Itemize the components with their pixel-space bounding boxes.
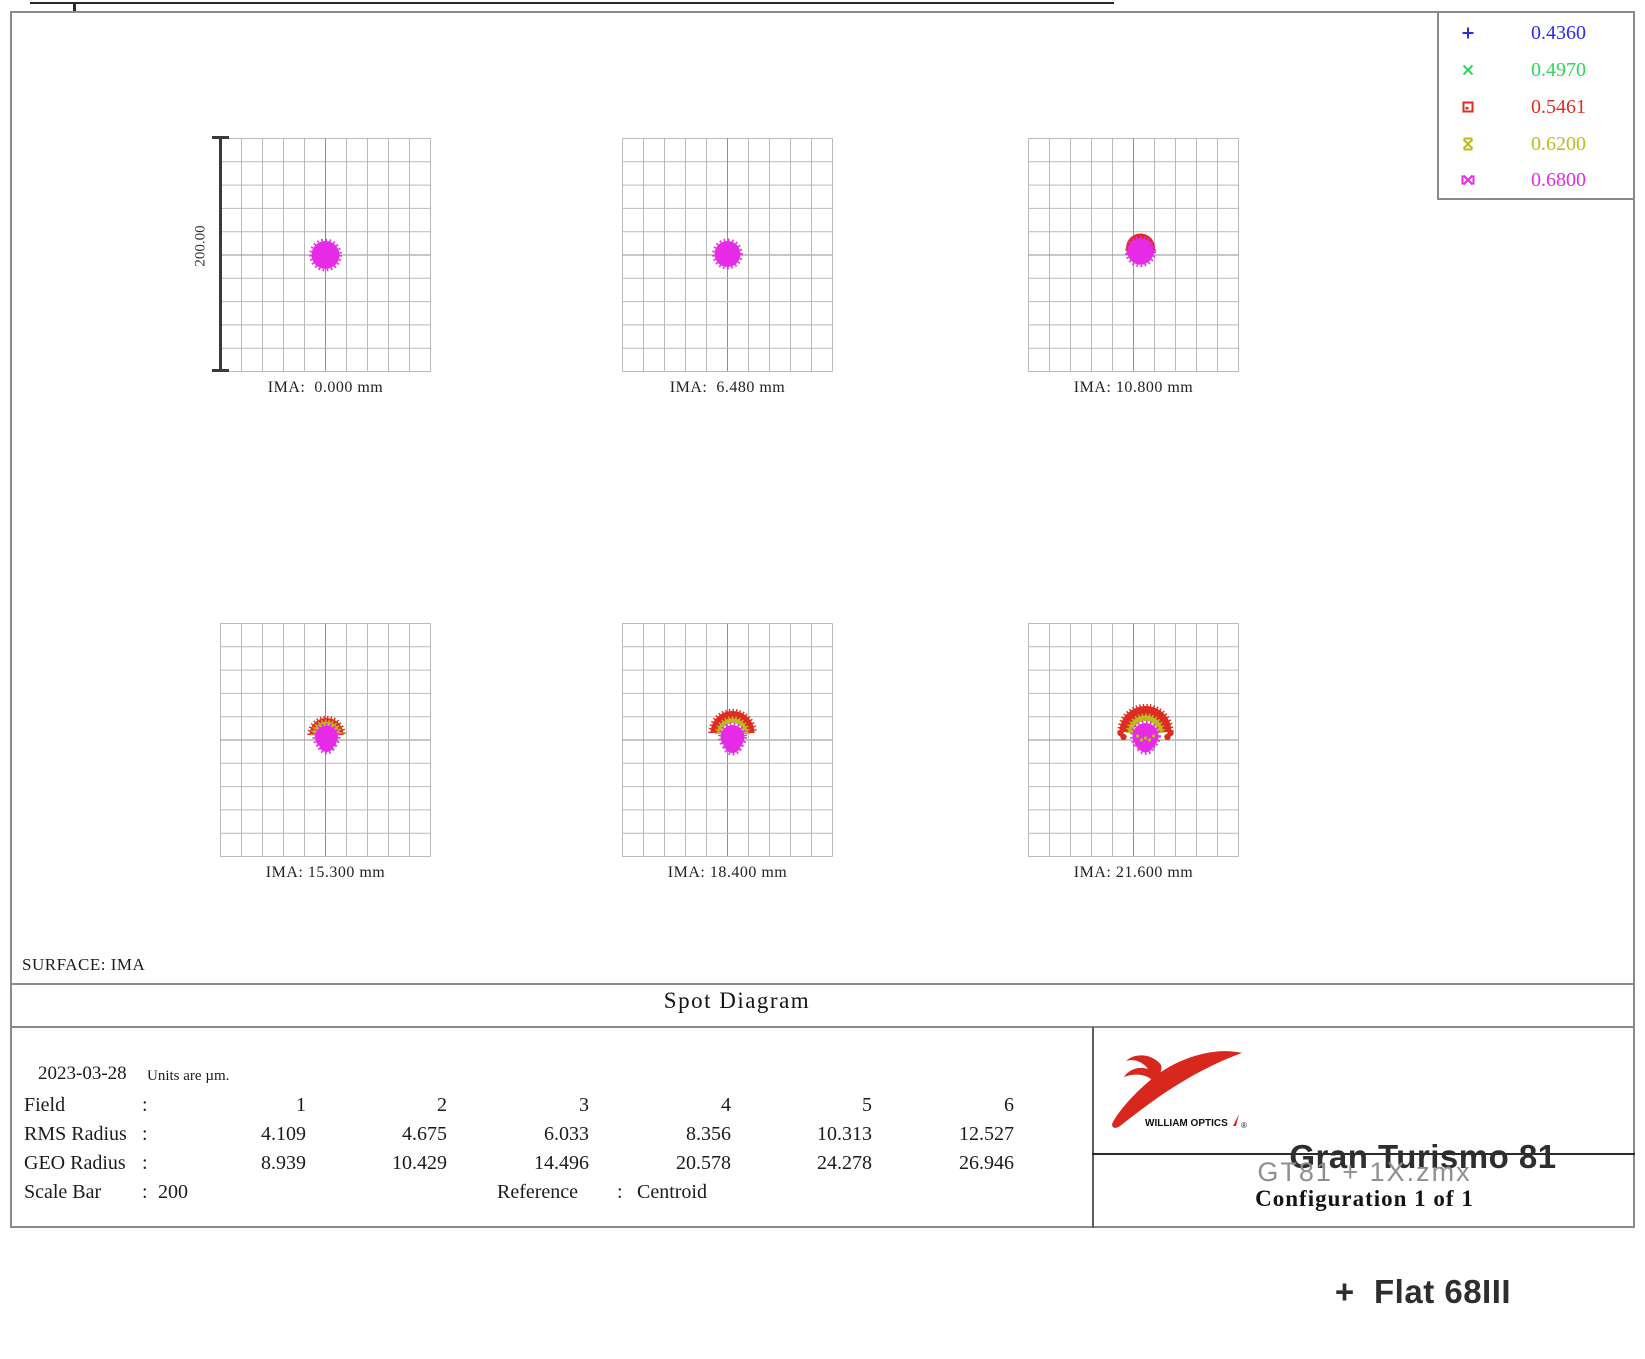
ima-label: IMA: 10.800 mm [1073, 379, 1194, 396]
field-value: 6 [1004, 1094, 1014, 1116]
field-value: 2 [437, 1094, 447, 1116]
x-marker-icon [1461, 63, 1475, 77]
registered-mark: ® [1241, 1121, 1247, 1130]
spot-grid-field-2 [622, 138, 833, 372]
spot-panel-field-5: IMA: 18.400 mm [622, 623, 833, 893]
field-value: 3 [579, 1094, 589, 1116]
wavelength-value: 0.4970 [1531, 59, 1586, 81]
spot-panel-field-4: IMA: 15.300 mm [220, 623, 431, 893]
footer-panel-divider-horizontal [1092, 1153, 1635, 1155]
wavelength-value: 0.5461 [1531, 96, 1586, 118]
colon: : [142, 1152, 148, 1174]
geo-value: 24.278 [817, 1152, 872, 1174]
footer-panel-divider-vertical [1092, 1027, 1094, 1228]
date-label: 2023-03-28 [38, 1063, 127, 1084]
spot-grid-field-5 [622, 623, 833, 857]
ima-label: IMA: 15.300 mm [265, 864, 386, 881]
rms-value: 8.356 [686, 1123, 731, 1145]
wavelength-value: 0.4360 [1531, 22, 1586, 44]
field-row-label: Field [24, 1094, 66, 1116]
legend-entry: 0.6200 [1439, 131, 1633, 157]
spot-grid-field-4 [220, 623, 431, 857]
geo-value: 14.496 [534, 1152, 589, 1174]
wavelength-legend: 0.4360 0.4970 0.5461 0.6200 0.6800 [1437, 11, 1635, 200]
configuration-label: Configuration 1 of 1 [1255, 1186, 1474, 1211]
spot-grid-field-3 [1028, 138, 1239, 372]
geo-value: 8.939 [261, 1152, 306, 1174]
field-value: 1 [296, 1094, 306, 1116]
product-title-line2: + Flat 68III [1334, 1273, 1512, 1310]
title-band-bottom-line [10, 1026, 1635, 1028]
logo-text: WILLIAM OPTICS [1145, 1118, 1228, 1129]
colon: : [617, 1181, 623, 1203]
scale-bar [212, 136, 229, 372]
rms-row-label: RMS Radius [24, 1123, 127, 1145]
spot-panel-field-3: IMA: 10.800 mm [1028, 138, 1239, 408]
ima-label: IMA: 21.600 mm [1073, 864, 1194, 881]
spot-diagram-page: { "legend": { "entries": [ {"wavelength"… [10, 2, 1635, 1310]
top-edge-tick [73, 2, 76, 11]
reference-label: Reference [497, 1181, 579, 1203]
geo-value: 20.578 [676, 1152, 731, 1174]
top-edge-line [30, 2, 1114, 4]
rms-value: 4.109 [261, 1123, 306, 1145]
field-value: 5 [862, 1094, 872, 1116]
colon: : [142, 1181, 148, 1203]
rms-value: 6.033 [544, 1123, 589, 1145]
rms-value: 4.675 [402, 1123, 447, 1145]
ima-label: IMA: 0.000 mm [267, 379, 384, 396]
spot-panel-field-2: IMA: 6.480 mm [622, 138, 833, 408]
reference-value: Centroid [637, 1181, 707, 1203]
william-optics-logo: WILLIAM OPTICS ® [1112, 1051, 1247, 1130]
scale-row-label: Scale Bar [24, 1181, 102, 1203]
legend-entry: 0.4970 [1439, 57, 1633, 83]
square-marker-icon [1461, 100, 1475, 114]
colon: : [142, 1123, 148, 1145]
x-bars-marker-icon [1461, 137, 1475, 151]
scale-bar-label: 200.00 [192, 225, 209, 267]
legend-entry: 0.6800 [1439, 167, 1633, 193]
rms-value: 10.313 [817, 1123, 872, 1145]
spot-panel-field-1: IMA: 0.000 mm [220, 138, 431, 408]
geo-value: 26.946 [959, 1152, 1014, 1174]
wavelength-value: 0.6800 [1531, 169, 1586, 191]
spot-panel-field-6: IMA: 21.600 mm [1028, 623, 1239, 893]
field-value: 4 [721, 1094, 731, 1116]
scale-value: 200 [158, 1181, 188, 1203]
geo-value: 10.429 [392, 1152, 447, 1174]
spot-grid-field-1 [220, 138, 431, 372]
page-border [10, 11, 1635, 1228]
rms-value: 12.527 [959, 1123, 1014, 1145]
plus-marker-icon [1461, 26, 1475, 40]
legend-entry: 0.4360 [1439, 20, 1633, 46]
wavelength-value: 0.6200 [1531, 133, 1586, 155]
legend-entry: 0.5461 [1439, 94, 1633, 120]
geo-row-label: GEO Radius [24, 1152, 126, 1174]
lens-file-name: GT81 + 1X.zmx [1257, 1157, 1472, 1187]
spot-grid-field-6 [1028, 623, 1239, 857]
colon: : [142, 1094, 148, 1116]
ima-label: IMA: 18.400 mm [667, 864, 788, 881]
product-title-line1: Gran Turismo 81 [1289, 1138, 1557, 1175]
surface-label: SURFACE: IMA [22, 955, 146, 974]
title-band-top-line [10, 983, 1635, 985]
x-box-marker-icon [1461, 173, 1475, 187]
units-note: Units are µm. [147, 1068, 230, 1084]
ima-label: IMA: 6.480 mm [669, 379, 786, 396]
page-title: Spot Diagram [663, 988, 811, 1013]
